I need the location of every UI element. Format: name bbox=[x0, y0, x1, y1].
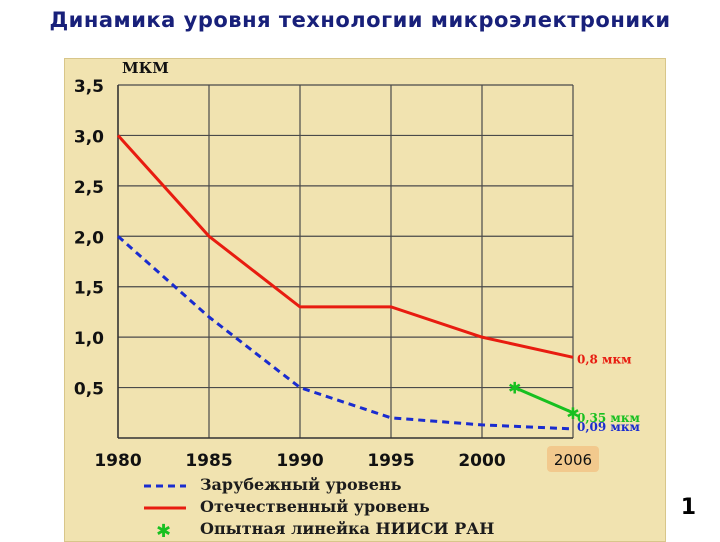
series-line bbox=[514, 386, 574, 415]
y-tick-label: 2,5 bbox=[74, 178, 104, 198]
x-tick-label: 1980 bbox=[94, 451, 141, 471]
axes bbox=[117, 85, 573, 439]
series-marker: ✱ bbox=[508, 379, 521, 398]
y-tick-label: 3,5 bbox=[74, 77, 104, 97]
y-tick-label: 0,5 bbox=[74, 380, 104, 400]
x-tick-label: 2000 bbox=[458, 451, 505, 471]
grid bbox=[117, 84, 574, 438]
series-line bbox=[116, 134, 574, 359]
series: ✱✱ bbox=[116, 134, 580, 431]
y-tick-label: 1,5 bbox=[74, 279, 104, 299]
series-end-label: 0,09 мкм bbox=[577, 420, 640, 434]
y-tick-label: 1,0 bbox=[74, 329, 104, 349]
y-tick-label: 2,0 bbox=[74, 228, 104, 248]
annotation-label: 2006 bbox=[554, 451, 592, 469]
chart-title: Динамика уровня технологии микроэлектрон… bbox=[49, 8, 671, 32]
labels: 0,5 1,0 1,5 2,0 2,5 3,0 3,5 1980 1985 1990 1995 200… bbox=[74, 59, 640, 472]
legend-label: Опытная линейка НИИСИ РАН bbox=[200, 519, 495, 538]
legend-label: Отечественный уровень bbox=[200, 497, 430, 516]
x-tick-label: 1985 bbox=[185, 451, 232, 471]
page-number: 1 bbox=[680, 495, 696, 520]
series-line bbox=[117, 235, 574, 431]
series-marker: ✱ bbox=[566, 404, 579, 423]
x-tick-label: 1995 bbox=[367, 451, 414, 471]
legend-star-icon: ✱ bbox=[156, 521, 171, 540]
legend-swatch-solid bbox=[144, 506, 186, 510]
legend-label: Зарубежный уровень bbox=[200, 475, 402, 494]
series-end-label: 0,35 мкм bbox=[577, 411, 640, 425]
legend-swatch-dashed bbox=[144, 484, 186, 488]
y-axis-label: МКМ bbox=[122, 59, 169, 77]
svg-text:✱: ✱ bbox=[156, 521, 171, 540]
x-tick-label: 1990 bbox=[276, 451, 323, 471]
series-end-label: 0,8 мкм bbox=[577, 352, 632, 366]
y-tick-label: 3,0 bbox=[74, 127, 104, 147]
annotation-badge bbox=[547, 446, 599, 472]
